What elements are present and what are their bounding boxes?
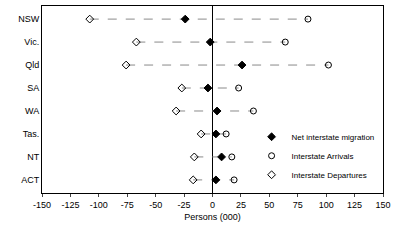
svg-text:Persons (000): Persons (000) bbox=[184, 212, 241, 222]
svg-text:25: 25 bbox=[236, 200, 246, 210]
svg-text:ACT: ACT bbox=[21, 175, 40, 185]
svg-text:Net interstate migration: Net interstate migration bbox=[292, 133, 375, 142]
svg-text:-150: -150 bbox=[33, 200, 51, 210]
svg-text:Vic.: Vic. bbox=[24, 37, 39, 47]
svg-text:WA: WA bbox=[25, 106, 39, 116]
svg-text:NT: NT bbox=[27, 152, 39, 162]
svg-text:Qld: Qld bbox=[25, 60, 39, 70]
svg-text:100: 100 bbox=[319, 200, 334, 210]
svg-text:-75: -75 bbox=[121, 200, 134, 210]
svg-text:50: 50 bbox=[264, 200, 274, 210]
svg-text:0: 0 bbox=[210, 200, 215, 210]
svg-text:150: 150 bbox=[375, 200, 390, 210]
svg-text:125: 125 bbox=[347, 200, 362, 210]
svg-text:Interstate Departures: Interstate Departures bbox=[292, 171, 367, 180]
svg-text:75: 75 bbox=[293, 200, 303, 210]
svg-text:Interstate Arrivals: Interstate Arrivals bbox=[292, 152, 354, 161]
svg-text:-125: -125 bbox=[61, 200, 79, 210]
svg-text:-25: -25 bbox=[178, 200, 191, 210]
svg-text:-100: -100 bbox=[90, 200, 108, 210]
svg-text:Tas.: Tas. bbox=[23, 129, 40, 139]
svg-text:-50: -50 bbox=[149, 200, 162, 210]
svg-text:NSW: NSW bbox=[18, 14, 40, 24]
svg-text:SA: SA bbox=[27, 83, 39, 93]
